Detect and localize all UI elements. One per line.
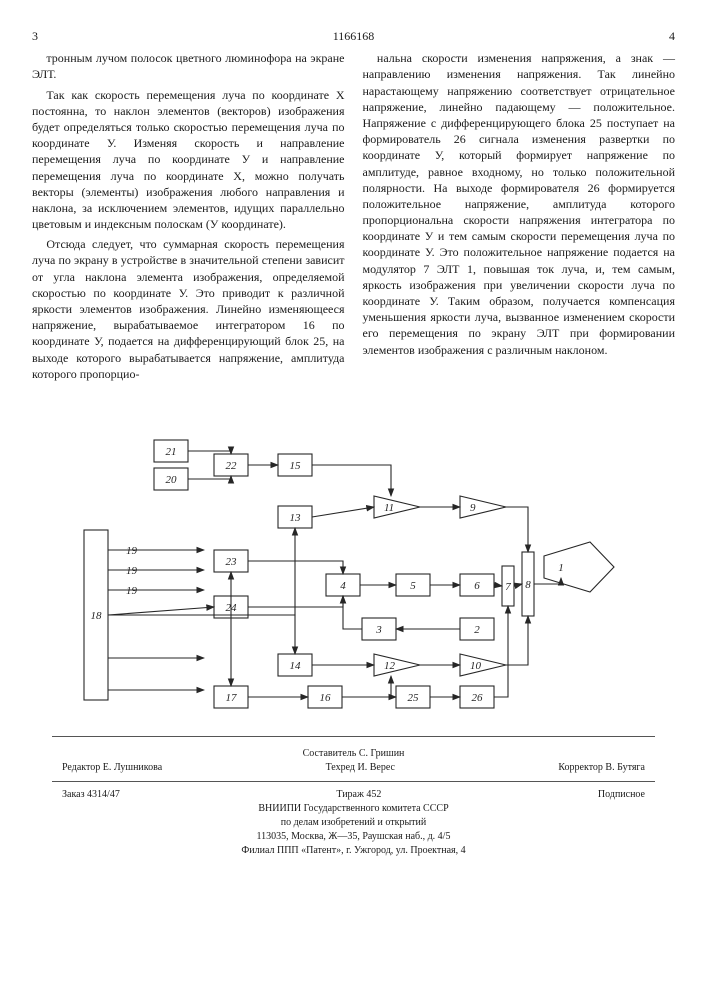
svg-text:12: 12 xyxy=(384,660,396,672)
svg-text:15: 15 xyxy=(289,460,301,472)
svg-text:11: 11 xyxy=(384,502,394,514)
svg-text:6: 6 xyxy=(474,580,480,592)
svg-text:2: 2 xyxy=(474,624,480,636)
svg-text:1: 1 xyxy=(558,562,564,574)
address-1: 113035, Москва, Ж—35, Раушская наб., д. … xyxy=(32,830,675,844)
org-line-1: ВНИИПИ Государственного комитета СССР xyxy=(32,802,675,816)
svg-text:19: 19 xyxy=(126,545,138,557)
svg-text:9: 9 xyxy=(470,502,476,514)
svg-text:5: 5 xyxy=(410,580,416,592)
compiler: Составитель С. Гришин xyxy=(32,747,675,761)
svg-text:23: 23 xyxy=(225,556,237,568)
subscription: Подписное xyxy=(598,788,645,802)
address-2: Филиал ППП «Патент», г. Ужгород, ул. Про… xyxy=(32,844,675,858)
svg-text:19: 19 xyxy=(126,565,138,577)
svg-text:25: 25 xyxy=(407,692,419,704)
page-header: 3 1166168 4 xyxy=(32,28,675,44)
svg-text:10: 10 xyxy=(470,660,482,672)
svg-text:22: 22 xyxy=(225,460,237,472)
printrun: Тираж 452 xyxy=(336,788,381,802)
svg-text:14: 14 xyxy=(289,660,301,672)
svg-text:3: 3 xyxy=(375,624,382,636)
svg-text:4: 4 xyxy=(340,580,346,592)
paragraph: нальна скорости изменения напряжения, а … xyxy=(363,50,676,358)
svg-text:21: 21 xyxy=(165,446,176,458)
svg-text:7: 7 xyxy=(505,581,511,593)
colophon: Составитель С. Гришин Редактор Е. Лушник… xyxy=(32,747,675,858)
page-right: 4 xyxy=(669,28,675,44)
divider xyxy=(52,781,655,782)
svg-text:20: 20 xyxy=(165,474,177,486)
svg-text:19: 19 xyxy=(126,585,138,597)
order: Заказ 4314/47 xyxy=(62,788,120,802)
column-right: нальна скорости изменения напряжения, а … xyxy=(363,50,676,386)
corrector: Корректор В. Бутяга xyxy=(558,761,645,775)
doc-number: 1166168 xyxy=(333,28,375,44)
divider xyxy=(52,736,655,737)
svg-text:18: 18 xyxy=(90,610,102,622)
page-left: 3 xyxy=(32,28,38,44)
svg-text:17: 17 xyxy=(225,692,237,704)
tech-editor: Техред И. Верес xyxy=(326,761,395,775)
editor: Редактор Е. Лушникова xyxy=(62,761,162,775)
svg-text:16: 16 xyxy=(319,692,331,704)
paragraph: Так как скорость перемещения луча по коо… xyxy=(32,87,345,233)
paragraph: тронным лучом полосок цветного люминофор… xyxy=(32,50,345,82)
org-line-2: по делам изобретений и открытий xyxy=(32,816,675,830)
svg-text:26: 26 xyxy=(471,692,483,704)
body-columns: тронным лучом полосок цветного люминофор… xyxy=(32,50,675,386)
column-left: тронным лучом полосок цветного люминофор… xyxy=(32,50,345,386)
svg-text:8: 8 xyxy=(525,579,531,591)
svg-text:13: 13 xyxy=(289,512,301,524)
paragraph: Отсюда следует, что суммарная скорость п… xyxy=(32,236,345,382)
block-diagram: 1821202215131192324456781321417161210252… xyxy=(32,400,675,724)
